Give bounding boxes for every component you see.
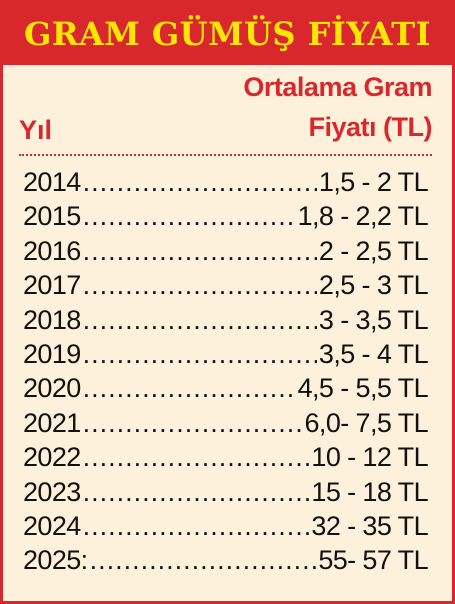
row-year: 2020 (23, 373, 81, 404)
dot-leader (90, 545, 317, 576)
table-row: 2025: 55- 57 TL (23, 545, 429, 579)
row-year: 2022 (23, 442, 81, 473)
table-row: 2020 4,5 - 5,5 TL (23, 373, 429, 407)
header-divider (19, 154, 432, 156)
dot-leader (83, 167, 317, 198)
row-year: 2024 (23, 510, 81, 541)
dot-leader (83, 477, 310, 508)
row-price: 3 - 3,5 TL (318, 304, 429, 335)
dot-leader (83, 442, 310, 473)
price-header-line1: Ortalama Gram (243, 72, 432, 102)
row-year: 2021 (23, 407, 81, 438)
dot-leader (83, 373, 296, 404)
row-year: 2023 (23, 476, 81, 507)
dot-leader (83, 236, 317, 267)
dot-leader (83, 201, 296, 232)
dot-leader (83, 408, 303, 439)
table-row: 2015 1,8 - 2,2 TL (23, 201, 429, 235)
price-list: 2014 1,5 - 2 TL 2015 1,8 - 2,2 TL 2016 2 - … (23, 167, 429, 580)
year-column-header: Yıl (19, 115, 53, 145)
row-year: 2017 (23, 270, 81, 301)
row-price: 32 - 35 TL (311, 510, 428, 541)
row-price: 3,5 - 4 TL (318, 338, 429, 369)
row-year: 2015 (23, 201, 81, 232)
row-price: 1,8 - 2,2 TL (297, 201, 429, 232)
row-price: 15 - 18 TL (311, 476, 428, 507)
row-price: 55- 57 TL (318, 545, 428, 576)
row-price: 6,0- 7,5 TL (304, 407, 429, 438)
row-year: 2014 (23, 167, 81, 197)
price-header-line2: Fiyatı (TL) (308, 112, 433, 142)
page-title: GRAM GÜMÜŞ FİYATI (24, 15, 431, 53)
row-price: 2,5 - 3 TL (318, 270, 429, 301)
table-row: 2017 2,5 - 3 TL (23, 270, 429, 304)
table-row: 2023 15 - 18 TL (23, 476, 429, 511)
dot-leader (83, 511, 310, 542)
table-row: 2014 1,5 - 2 TL (23, 167, 429, 201)
title-banner: GRAM GÜMÜŞ FİYATI (3, 3, 452, 65)
row-price: 1,5 - 2 TL (318, 167, 429, 197)
row-year: 2019 (23, 338, 81, 369)
table-row: 2016 2 - 2,5 TL (23, 235, 429, 270)
table-row: 2021 6,0- 7,5 TL (23, 407, 429, 442)
row-price: 4,5 - 5,5 TL (297, 373, 429, 404)
dot-leader (83, 339, 317, 370)
price-column-header: Ortalama Gram Fiyatı (TL) (243, 67, 432, 147)
row-price: 10 - 12 TL (311, 442, 428, 473)
table-row: 2022 10 - 12 TL (23, 442, 429, 476)
row-year: 2018 (23, 304, 81, 335)
dot-leader (83, 270, 317, 301)
dot-leader (83, 305, 317, 336)
table-row: 2018 3 - 3,5 TL (23, 304, 429, 339)
row-year: 2016 (23, 235, 81, 266)
table-row: 2019 3,5 - 4 TL (23, 338, 429, 373)
table-row: 2024 32 - 35 TL (23, 510, 429, 545)
row-price: 2 - 2,5 TL (318, 235, 429, 266)
row-year: 2025: (23, 545, 88, 576)
